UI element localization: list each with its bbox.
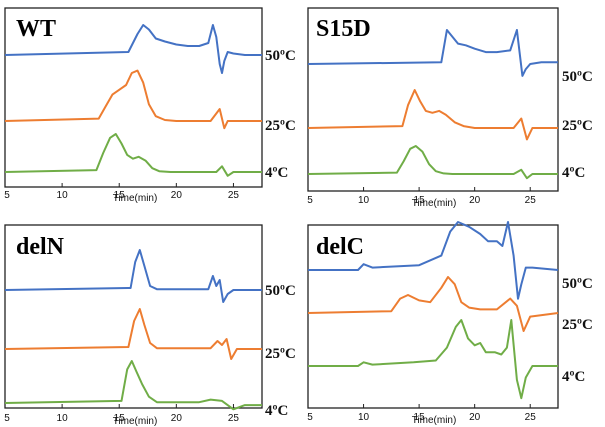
x-tick-label: 25 <box>228 190 240 201</box>
plot-frame <box>307 7 559 192</box>
series-label: 50ºC <box>562 69 593 85</box>
panel-title: delC <box>316 234 364 260</box>
x-tick-label: 15 <box>414 412 426 423</box>
x-tick-label: 25 <box>525 412 537 423</box>
x-tick-label: 25 <box>228 413 240 424</box>
x-tick-label: 10 <box>358 412 370 423</box>
series-label: 4ºC <box>265 403 288 419</box>
x-axis-label: Time(min) <box>113 193 158 204</box>
panel-title: WT <box>16 16 56 42</box>
series-line <box>4 360 262 411</box>
x-axis-label: Time(min) <box>412 415 457 426</box>
x-tick-label: 20 <box>469 412 481 423</box>
series-label: 25ºC <box>265 118 296 134</box>
x-tick-label: 15 <box>114 413 126 424</box>
panel-title: delN <box>16 234 65 260</box>
series-line <box>4 24 262 74</box>
series-label: 50ºC <box>265 48 296 64</box>
series-line <box>4 308 262 360</box>
series-label: 25ºC <box>562 118 593 134</box>
plot-frame <box>4 224 263 409</box>
x-tick-label: 5 <box>4 413 10 424</box>
series-line <box>307 89 558 141</box>
panel-delc: delC Time(min) 5 10 15 20 25 50ºC 25ºC 4ºC <box>307 221 593 426</box>
x-tick-label: 10 <box>57 413 69 424</box>
x-tick-label: 20 <box>171 413 183 424</box>
x-tick-label: 20 <box>469 195 481 206</box>
x-tick-label: 20 <box>171 190 183 201</box>
plot-frame <box>4 7 263 188</box>
x-tick-label: 10 <box>57 190 69 201</box>
x-tick-label: 15 <box>114 190 126 201</box>
panel-title: S15D <box>316 16 371 42</box>
x-axis-label: Time(min) <box>412 198 457 209</box>
series-line <box>308 221 559 300</box>
series-line <box>4 133 262 177</box>
x-tick-label: 10 <box>358 195 370 206</box>
series-label: 25ºC <box>265 346 296 362</box>
series-label: 4ºC <box>562 369 585 385</box>
series-line <box>307 145 558 180</box>
series-line <box>308 319 558 400</box>
series-label: 25ºC <box>562 317 593 333</box>
series-label: 50ºC <box>265 283 296 299</box>
x-tick-label: 25 <box>525 195 537 206</box>
x-axis-label: Time(min) <box>113 416 158 427</box>
series-label: 4ºC <box>265 165 288 181</box>
series-line <box>4 69 262 130</box>
x-tick-label: 5 <box>307 195 313 206</box>
series-label: 4ºC <box>562 165 585 181</box>
x-tick-label: 15 <box>414 195 426 206</box>
panel-s15d: S15D Time(min) 5 10 15 20 25 50ºC 25ºC 4ºC <box>307 7 593 209</box>
panel-deln: delN Time(min) 5 10 15 20 25 50ºC 25ºC 4ºC <box>4 224 296 427</box>
series-line <box>307 29 558 77</box>
series-line <box>307 276 559 332</box>
panel-wt: WT Time(min) 5 10 15 20 25 50ºC 25ºC 4ºC <box>4 7 296 204</box>
series-label: 50ºC <box>562 276 593 292</box>
plot-frame <box>307 224 559 409</box>
x-tick-label: 5 <box>4 190 10 201</box>
x-tick-label: 5 <box>307 412 313 423</box>
series-line <box>4 249 262 303</box>
